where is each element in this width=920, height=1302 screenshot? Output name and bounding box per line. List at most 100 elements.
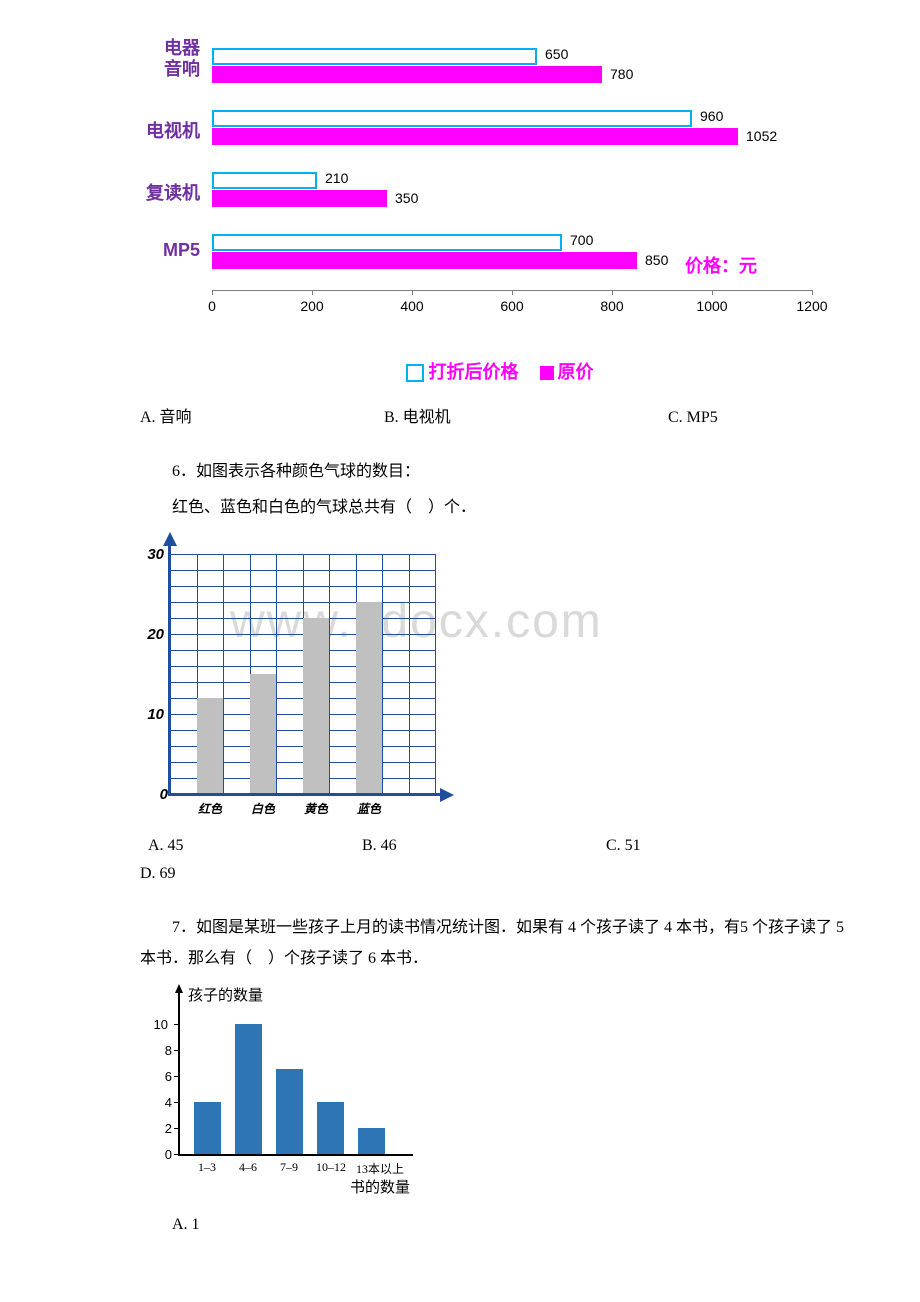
chart3-bar-0 [194, 1102, 221, 1154]
chart1-xtick-0: 0 [192, 298, 232, 314]
chart1-bar-discount-3 [212, 234, 562, 251]
chart2-ytick-10: 10 [140, 706, 164, 723]
grid-v [409, 554, 410, 794]
tick [174, 1128, 180, 1129]
q6-choice-c: C. 51 [606, 832, 641, 861]
appliance-price-chart: 电器 音响 电视机 复读机 MP5 650 780 960 1052 210 3… [140, 40, 860, 350]
grid-v [435, 554, 436, 794]
chart2-xlabel-3: 蓝色 [349, 800, 389, 817]
chart1-cat-1: 电视机 [140, 117, 200, 143]
q6-choice-d: D. 69 [140, 860, 176, 889]
q6-choice-b: B. 46 [362, 832, 602, 861]
chart1-tick [812, 290, 813, 295]
chart1-val-original-1: 1052 [746, 128, 777, 144]
legend-label-discount: 打折后价格 [428, 362, 518, 382]
chart2-ytick-20: 20 [140, 626, 164, 643]
chart1-val-original-0: 780 [610, 66, 633, 82]
q5-choice-c: C. MP5 [668, 404, 718, 433]
chart1-xtick-1: 200 [292, 298, 332, 314]
grid-v [223, 554, 224, 794]
chart1-tick [312, 290, 313, 295]
document-page: 电器 音响 电视机 复读机 MP5 650 780 960 1052 210 3… [0, 0, 920, 1286]
chart3-ytick-0: 0 [152, 1147, 172, 1162]
grid-v [276, 554, 277, 794]
chart1-bar-original-0 [212, 66, 602, 83]
chart1-bar-original-2 [212, 190, 387, 207]
chart1-val-discount-2: 210 [325, 170, 348, 186]
chart3-ytick-4: 4 [152, 1095, 172, 1110]
chart3-yaxis [178, 990, 180, 1156]
chart2-bar-white [250, 674, 276, 794]
chart3-ytick-6: 6 [152, 1069, 172, 1084]
chart1-xtick-4: 800 [592, 298, 632, 314]
tick [174, 1050, 180, 1051]
q7-choice-a: A. 1 [140, 1210, 860, 1240]
q6-line1: 6．如图表示各种颜色气球的数目： [140, 457, 860, 487]
legend-label-original: 原价 [558, 362, 594, 382]
legend-box-original-icon [540, 366, 554, 380]
q5-choices: A. 音响 B. 电视机 C. MP5 [140, 404, 860, 433]
tick [174, 1076, 180, 1077]
chart3-bar-2 [276, 1069, 303, 1154]
chart1-cat-2: 复读机 [140, 179, 200, 205]
chart1-xtick-6: 1200 [792, 298, 832, 314]
chart2-arrow-up-icon [163, 532, 177, 546]
chart3-xtitle: 书的数量 [350, 1176, 410, 1197]
chart1-legend: 打折后价格 原价 [140, 358, 860, 384]
chart3-ytick-10: 10 [148, 1017, 168, 1032]
chart2-bar-blue [356, 602, 382, 794]
chart3-ytick-8: 8 [152, 1043, 172, 1058]
grid-v [382, 554, 383, 794]
chart1-tick [512, 290, 513, 295]
q6-choice-a: A. 45 [140, 832, 358, 861]
chart1-cat-0: 音响 [140, 55, 200, 81]
reading-chart: 孩子的数量 0 2 4 6 8 10 1–3 4–6 7–9 10–12 13本… [150, 984, 450, 1194]
chart3-xlabel-4: 13本以上 [350, 1160, 410, 1177]
q6-choices: A. 45 B. 46 C. 51 D. 69 [140, 832, 860, 890]
chart2-xlabel-1: 白色 [243, 800, 283, 817]
chart2-bar-red [197, 698, 223, 794]
chart1-tick [412, 290, 413, 295]
chart1-val-original-3: 850 [645, 252, 668, 268]
chart1-bar-original-1 [212, 128, 738, 145]
chart1-val-discount-1: 960 [700, 108, 723, 124]
balloon-chart: www.bdocx.com [140, 534, 450, 824]
chart1-bar-discount-0 [212, 48, 537, 65]
q7-text: 7．如图是某班一些孩子上月的读书情况统计图．如果有 4 个孩子读了 4 本书，有… [140, 913, 860, 974]
chart1-xaxis-title: 价格：元 [685, 252, 757, 278]
q6-line2: 红色、蓝色和白色的气球总共有（ ）个． [140, 493, 860, 523]
chart1-cat-3: MP5 [140, 240, 200, 261]
chart2-xlabel-2: 黄色 [296, 800, 336, 817]
chart1-val-original-2: 350 [395, 190, 418, 206]
chart3-xlabel-3: 10–12 [310, 1160, 352, 1175]
chart1-tick [612, 290, 613, 295]
chart1-val-discount-0: 650 [545, 46, 568, 62]
chart1-val-discount-3: 700 [570, 232, 593, 248]
q5-choice-b: B. 电视机 [384, 404, 664, 433]
tick [174, 1024, 180, 1025]
grid-v [329, 554, 330, 794]
chart3-bar-4 [358, 1128, 385, 1154]
chart2-arrow-right-icon [440, 788, 454, 802]
chart1-xtick-5: 1000 [692, 298, 732, 314]
chart2-ytick-0: 0 [144, 786, 168, 803]
chart1-tick [712, 290, 713, 295]
chart3-xlabel-2: 7–9 [274, 1160, 304, 1175]
chart1-bar-discount-1 [212, 110, 692, 127]
chart3-xaxis [178, 1154, 413, 1156]
chart1-bar-discount-2 [212, 172, 317, 189]
chart3-xlabel-0: 1–3 [192, 1160, 222, 1175]
chart3-xlabel-1: 4–6 [233, 1160, 263, 1175]
chart2-xlabel-0: 红色 [190, 800, 230, 817]
q5-choice-a: A. 音响 [140, 404, 380, 433]
chart1-xtick-3: 600 [492, 298, 532, 314]
chart1-xtick-2: 400 [392, 298, 432, 314]
chart3-ytick-2: 2 [152, 1121, 172, 1136]
chart3-bar-3 [317, 1102, 344, 1154]
legend-item-original: 原价 [540, 362, 594, 382]
chart2-xaxis [168, 793, 443, 796]
chart3-bar-1 [235, 1024, 262, 1154]
chart1-tick [212, 290, 213, 295]
chart2-bar-yellow [303, 618, 329, 794]
chart1-bar-original-3 [212, 252, 637, 269]
